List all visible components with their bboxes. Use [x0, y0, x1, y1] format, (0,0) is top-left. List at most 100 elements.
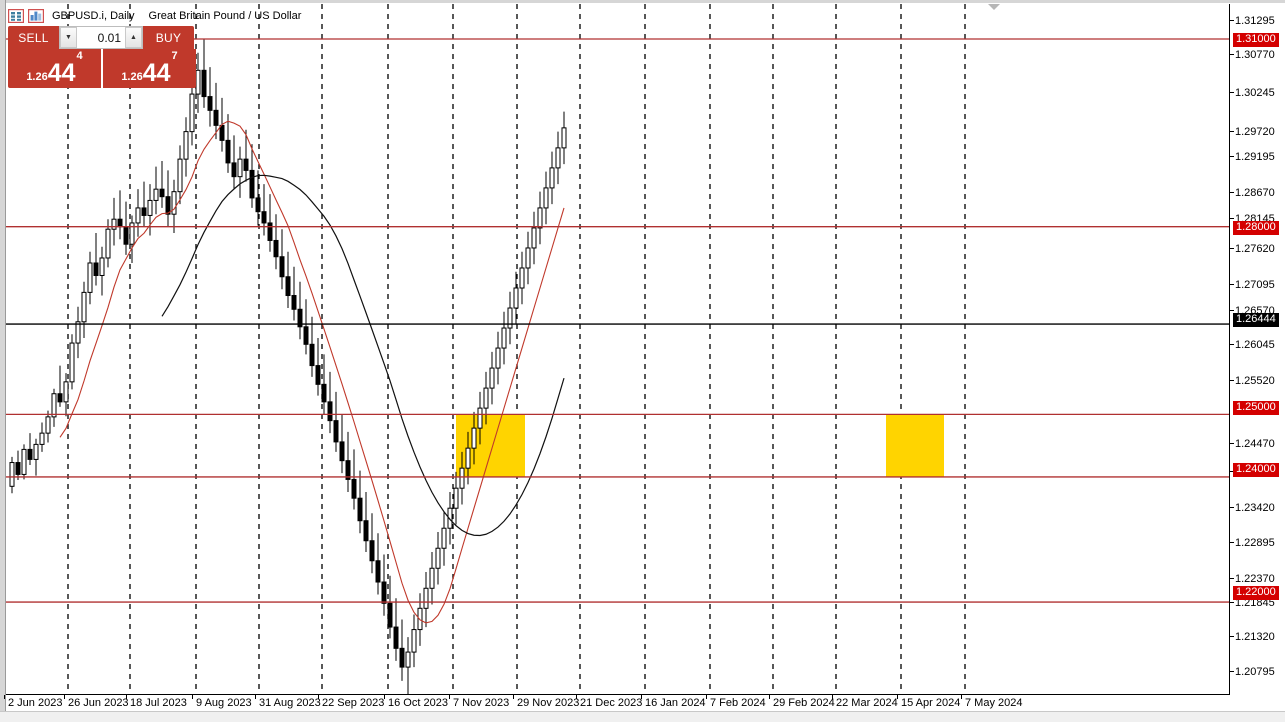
price-tick-mark — [1230, 471, 1234, 473]
candle-bearish — [123, 226, 129, 245]
candle-bullish — [135, 207, 141, 224]
scroll-marker-icon — [988, 4, 1000, 10]
date-tick-text: 15 Apr 2024 — [901, 697, 961, 709]
candle-bearish — [315, 365, 321, 385]
price-tick-text: 1.30245 — [1235, 87, 1275, 99]
candle-bearish — [333, 420, 339, 443]
candle-bullish — [435, 547, 441, 569]
price-tick-text: 1.29195 — [1235, 151, 1275, 163]
price-tick-label: 1.21320 — [1230, 632, 1275, 643]
candle-bearish — [267, 222, 273, 241]
candle-bearish — [225, 139, 231, 164]
price-tick-mark — [1230, 284, 1234, 286]
candle-bullish — [9, 462, 15, 487]
ask-price-display[interactable]: 1.26 44 7 — [103, 49, 196, 88]
price-tick-text: 1.20795 — [1235, 666, 1275, 678]
one-click-trading-panel[interactable]: SELL ▼ 0.01 ▲ BUY 1.26 44 4 1.26 44 7 — [8, 26, 196, 88]
market-watch-icon[interactable] — [7, 8, 25, 23]
date-tick-text: 16 Jan 2024 — [645, 697, 706, 709]
date-tick-label: 22 Sep 2023 — [318, 695, 384, 710]
volume-stepper[interactable]: ▼ 0.01 ▲ — [59, 26, 143, 49]
candle-bullish — [489, 367, 495, 389]
window-left-gutter — [0, 0, 6, 722]
price-level-122000[interactable]: 1.22000 — [1233, 586, 1279, 600]
price-axis[interactable]: 1.31295 1.30770 1.30245 1.29720 1.29195 1.286… — [1230, 4, 1285, 695]
date-tick-mark — [897, 695, 898, 699]
price-tick-label: 1.27095 — [1230, 280, 1275, 291]
price-tick-text: 1.26045 — [1235, 339, 1275, 351]
date-tick-text: 21 Dec 2023 — [580, 697, 643, 709]
date-tick-mark — [384, 695, 385, 699]
price-tick-mark — [1230, 542, 1234, 544]
candle-bullish — [69, 342, 75, 383]
candle-bullish — [471, 427, 477, 449]
candle-bullish — [537, 207, 543, 229]
candle-bullish — [21, 448, 27, 475]
price-tick-label: 1.31295 — [1230, 16, 1275, 27]
volume-input[interactable]: 0.01 — [77, 27, 125, 48]
date-tick-label: 31 Aug 2023 — [255, 695, 321, 710]
sell-button[interactable]: SELL — [8, 26, 59, 49]
candle-bullish — [81, 291, 87, 323]
price-level-128000[interactable]: 1.28000 — [1233, 221, 1279, 235]
candle-bullish — [171, 191, 177, 215]
price-tick-mark — [1230, 602, 1234, 604]
candle-bullish — [507, 307, 513, 329]
date-tick-label: 9 Aug 2023 — [192, 695, 252, 710]
candle-bullish — [423, 587, 429, 609]
candle-bearish — [219, 124, 225, 141]
chart-window-icon[interactable] — [27, 8, 45, 23]
candle-bullish — [555, 147, 561, 169]
date-tick-text: 2 Jun 2023 — [8, 697, 63, 709]
date-tick-mark — [449, 695, 450, 699]
bid-price-display[interactable]: 1.26 44 4 — [8, 49, 101, 88]
date-tick-text: 26 Jun 2023 — [68, 697, 129, 709]
supply-demand-zone-2[interactable] — [886, 414, 944, 477]
date-tick-text: 31 Aug 2023 — [259, 697, 321, 709]
bid-price-fraction: 4 — [76, 50, 83, 62]
price-tick-mark — [1230, 54, 1234, 56]
candle-bearish — [309, 343, 315, 367]
price-level-131000[interactable]: 1.31000 — [1233, 33, 1279, 47]
candle-bullish — [495, 347, 501, 369]
volume-increase-button[interactable]: ▲ — [125, 27, 142, 48]
date-tick-mark — [832, 695, 833, 699]
date-tick-text: 18 Jul 2023 — [130, 697, 187, 709]
price-tick-label: 1.24470 — [1230, 439, 1275, 450]
date-tick-mark — [192, 695, 193, 699]
candle-bearish — [303, 326, 309, 345]
candle-bullish — [405, 651, 411, 668]
price-tick-mark — [1230, 156, 1234, 158]
date-tick-label: 7 May 2024 — [961, 695, 1022, 710]
price-level-124000[interactable]: 1.24000 — [1233, 463, 1279, 477]
price-tick-label: 1.29195 — [1230, 151, 1275, 163]
candle-bullish — [411, 629, 417, 653]
price-tick-mark — [1230, 380, 1234, 382]
current-price-badge[interactable]: 1.26444 — [1233, 313, 1279, 327]
candle-bullish — [111, 218, 117, 230]
price-tick-label: 1.25520 — [1230, 376, 1275, 387]
quotes-row: 1.26 44 4 1.26 44 7 — [8, 49, 196, 88]
candle-bullish — [549, 167, 555, 189]
date-tick-mark — [641, 695, 642, 699]
price-level-125000[interactable]: 1.25000 — [1233, 401, 1279, 415]
date-axis[interactable]: 2 Jun 2023 26 Jun 2023 18 Jul 2023 9 Aug 20… — [4, 695, 1229, 715]
price-tick-label: 1.28670 — [1230, 188, 1275, 199]
price-tick-label: 1.23420 — [1230, 503, 1275, 514]
candle-bullish — [105, 228, 111, 259]
date-tick-mark — [961, 695, 962, 699]
symbol-label: GBPUSD.i, Daily — [52, 9, 135, 22]
price-tick-mark — [1230, 20, 1234, 22]
window-bottom-edge — [0, 711, 1285, 722]
candle-bearish — [279, 256, 285, 278]
candle-bearish — [255, 197, 261, 213]
candle-bearish — [387, 602, 393, 628]
buy-button[interactable]: BUY — [143, 26, 194, 49]
chart-plot-area[interactable] — [6, 4, 1230, 695]
candle-bullish — [513, 287, 519, 309]
date-tick-text: 9 Aug 2023 — [196, 697, 252, 709]
candle-bearish — [231, 162, 237, 178]
ask-price-pips: 44 — [142, 59, 171, 87]
date-tick-label: 16 Oct 2023 — [384, 695, 448, 710]
volume-decrease-button[interactable]: ▼ — [60, 27, 77, 48]
